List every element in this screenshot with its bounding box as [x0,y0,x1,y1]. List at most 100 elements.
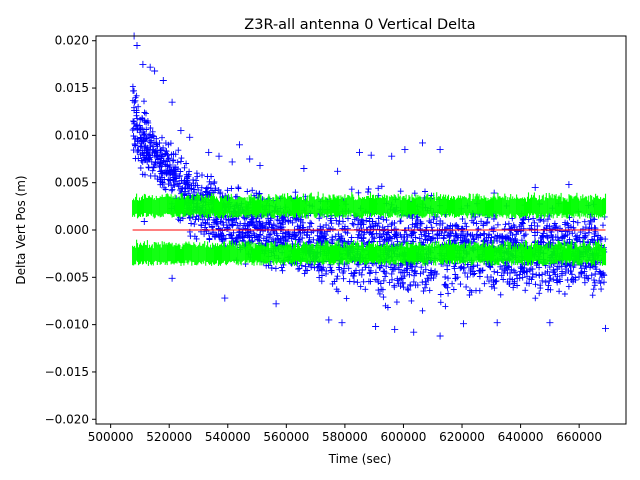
scatter-point [154,176,161,183]
scatter-point [463,283,470,290]
scatter-point [235,185,242,192]
scatter-point [442,281,449,288]
scatter-point [183,180,190,187]
scatter-outlier [146,63,154,71]
scatter-point [391,282,398,289]
scatter-outlier [391,325,399,333]
x-axis-label: Time (sec) [328,452,392,466]
scatter-point [316,274,323,281]
scatter-point [414,222,421,229]
scatter-point [434,231,441,237]
scatter-point [337,237,344,244]
scatter-point [493,278,500,284]
scatter-point [188,185,195,192]
scatter-point [333,217,340,224]
scatter-outlier [186,133,194,141]
scatter-point [564,277,571,283]
scatter-point [346,278,353,285]
scatter-point [407,263,414,270]
scatter-point [542,270,549,277]
scatter-point [240,222,247,229]
scatter-point [400,239,407,246]
scatter-point [378,286,385,293]
scatter-point [394,277,401,284]
scatter-point [449,280,456,287]
scatter-point [176,173,183,180]
scatter-point [422,266,429,273]
scatter-point [156,140,163,146]
scatter-point [340,275,347,282]
y-tick-label: −0.010 [45,318,89,332]
scatter-point [388,270,395,277]
scatter-point [511,278,518,285]
scatter-point [569,230,576,237]
scatter-outlier [388,152,396,160]
scatter-point [419,307,426,314]
scatter-point [532,281,539,288]
scatter-point [171,166,178,173]
scatter-point [419,279,426,286]
scatter-point [224,187,231,194]
scatter-point [473,220,480,227]
scatter-point [377,264,384,271]
scatter-point [134,122,141,129]
scatter-point [192,216,199,223]
scatter-point [194,173,201,180]
scatter-point [169,171,176,178]
scatter-point [392,265,398,272]
scatter-point [429,228,436,234]
scatter-point [423,281,430,288]
scatter-outlier [493,319,501,327]
scatter-point [280,261,287,268]
scatter-point [600,222,606,229]
scatter-point [569,271,575,278]
scatter-point [446,237,453,244]
scatter-point [428,224,435,231]
scatter-outlier [334,167,342,175]
scatter-point [251,234,258,241]
scatter-point [137,143,144,150]
scatter-point [169,186,176,193]
scatter-point [445,275,451,282]
scatter-outlier [168,98,176,106]
x-tick-label: 660000 [556,430,602,444]
scatter-point [457,265,464,272]
scatter-point [149,167,156,174]
scatter-point [143,110,149,117]
scatter-point [174,159,181,166]
x-tick-label: 540000 [205,430,251,444]
scatter-point [533,262,540,269]
scatter-point [540,230,547,237]
scatter-point [475,225,482,232]
scatter-point [582,224,589,231]
scatter-point [367,224,374,231]
scatter-point [316,237,322,244]
scatter-point [163,148,170,155]
scatter-point [601,279,607,286]
scatter-point [393,234,400,241]
scatter-point [345,265,352,272]
scatter-point [412,234,419,241]
scatter-point [470,219,477,226]
scatter-point [490,216,497,222]
scatter-point [511,235,518,242]
scatter-point [132,155,139,162]
scatter-point [503,233,510,240]
scatter-point [263,237,270,244]
scatter-point [577,238,584,245]
scatter-point [205,230,212,237]
scatter-point [524,268,531,275]
scatter-point [417,270,424,277]
scatter-point [348,186,355,193]
scatter-point [306,234,313,241]
scatter-point [418,231,425,238]
scatter-point [257,226,264,233]
scatter-point [340,218,346,225]
scatter-point [130,118,137,125]
scatter-point [582,234,589,240]
scatter-point [519,274,526,281]
scatter-point [154,143,161,150]
scatter-point [164,158,171,165]
scatter-outlier [139,60,147,68]
scatter-point [147,146,154,153]
